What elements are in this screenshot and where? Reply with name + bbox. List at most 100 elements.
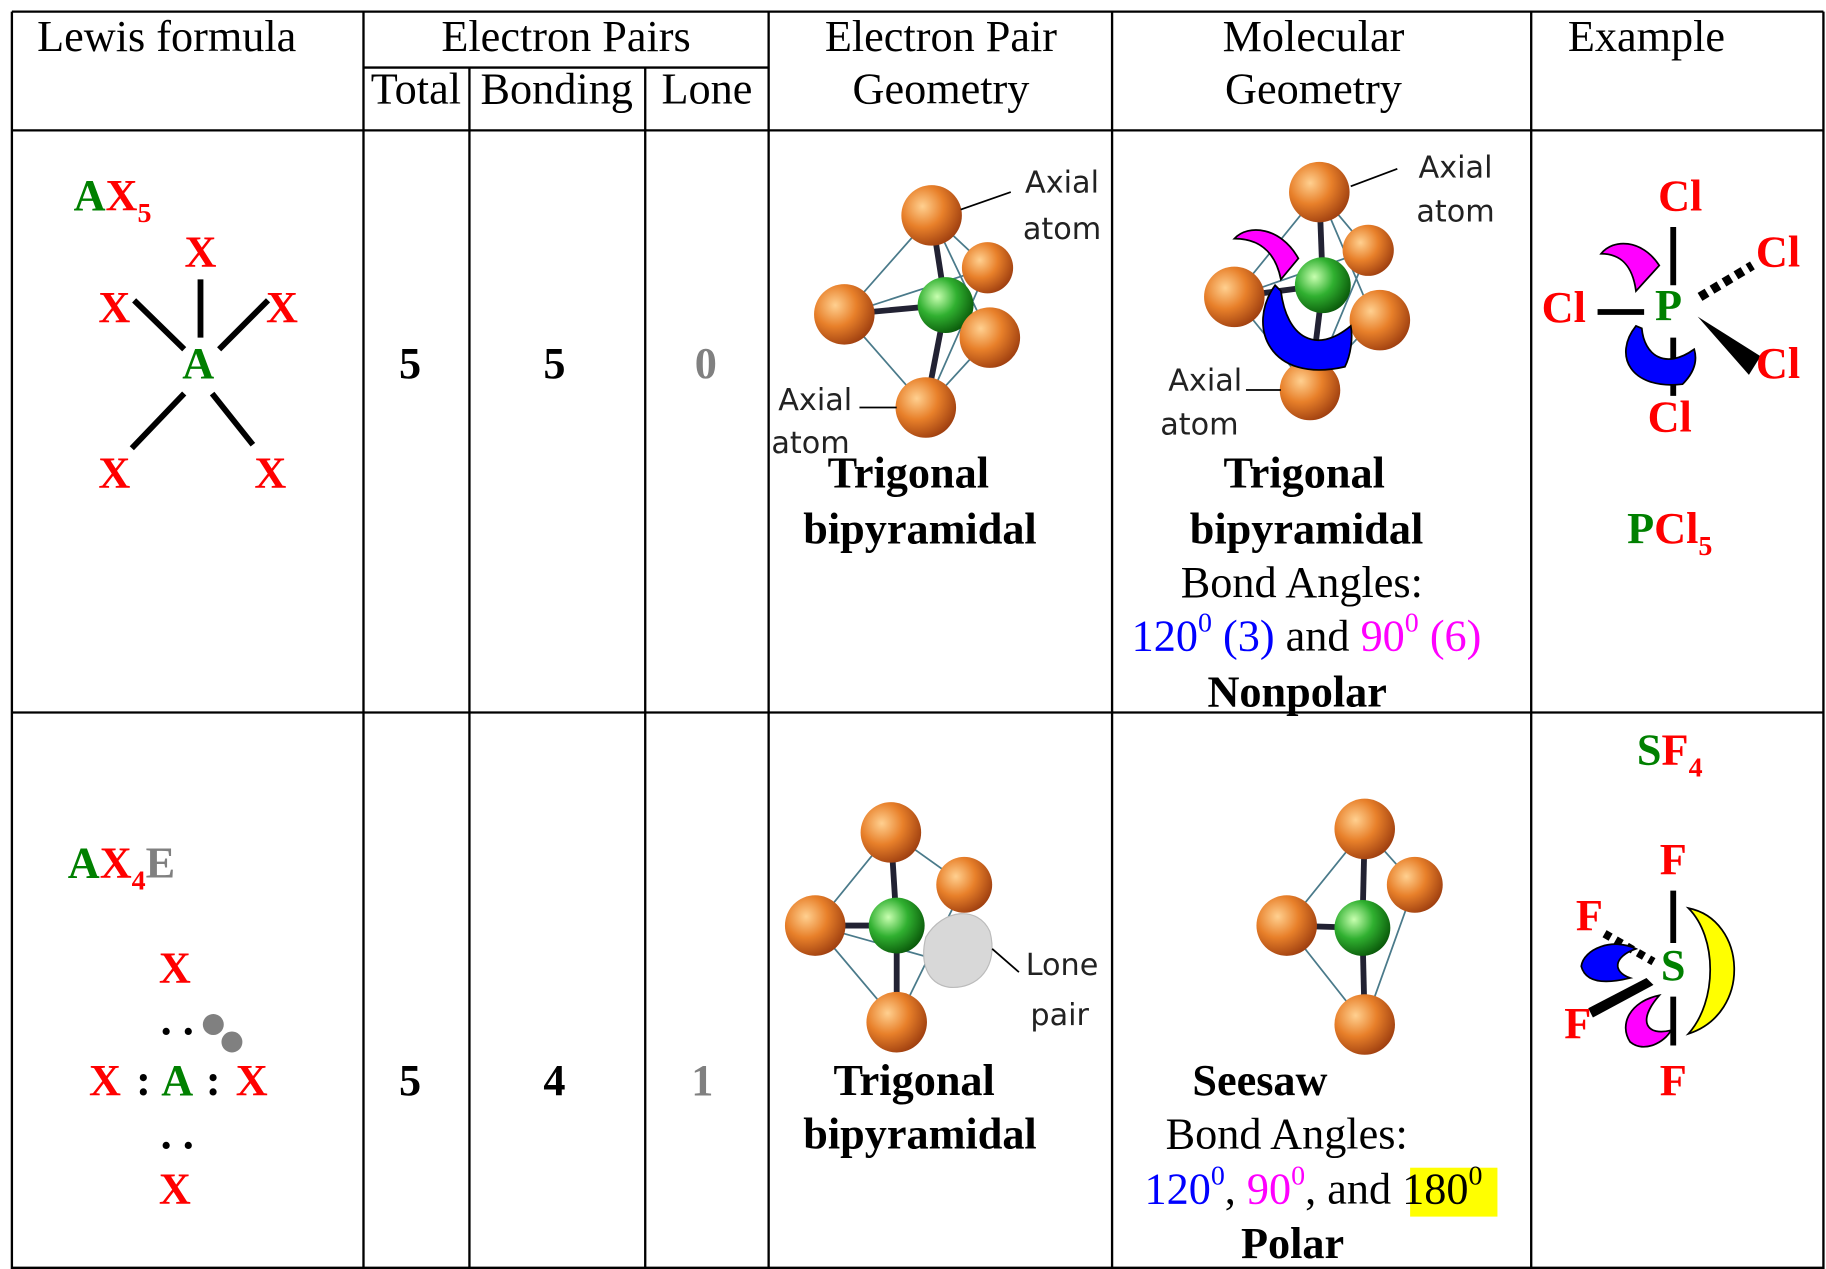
lewis-atom: X [98,283,130,332]
bond-angles-tspan: (6) [1419,611,1482,660]
bond-angles: 1200 (3) and 900 (6) [1132,607,1482,660]
geometry-name: bipyramidal [803,1110,1037,1159]
bond-angles-tspan: 0 [1291,1160,1305,1191]
molecule-model-circle [1334,799,1395,860]
molecule-model-circle [814,284,875,345]
molecule-model-circle [1204,267,1265,328]
lewis-atom: X [266,283,298,332]
notation: AX4E [68,839,175,897]
row-ax4e: AX4E X . . X : A : X . . X 5 4 1 Lone pa… [68,726,1734,1269]
bonding-pairs: 5 [543,339,565,388]
angles-title: Bond Angles: [1166,1110,1408,1159]
example-formula: PCl5 [1627,504,1712,562]
example-formula: SF4 [1637,726,1703,784]
molecule-model-circle [861,802,922,863]
geometry-name: bipyramidal [803,504,1037,553]
lewis-atom: X [159,943,191,992]
header: Lewis formula Electron Pairs Total Bondi… [37,12,1725,113]
header-cell: Molecular [1223,12,1405,61]
lewis-bonds-line [212,394,253,445]
header-cell: Lewis formula [37,12,297,61]
example-formula-tspan: 5 [1698,531,1712,562]
example-atom: P [1655,281,1682,330]
lewis-atom: X [89,1056,121,1105]
bond-angles-tspan: 120 [1144,1164,1210,1213]
example-bonds [1581,891,1734,1047]
model-label: Lone [1026,948,1099,983]
example-formula-tspan: 4 [1689,752,1703,783]
lone-pairs: 1 [691,1056,713,1105]
molecule-model-circle [866,992,927,1053]
bond-angles-tspan: 0 [1405,607,1419,638]
header-cell: Total [371,64,461,113]
example-bonds-line [1700,265,1752,296]
lewis-electrons: : [136,1056,151,1105]
molecule-model-circle [1295,257,1351,313]
lewis-atom: A [161,1056,193,1105]
lewis-atom: X [254,448,286,497]
example-atom: F [1660,835,1687,884]
header-cell: Electron Pairs [441,12,690,61]
example-bonds-path [1626,326,1696,385]
model-label: atom [1416,195,1494,230]
molecule-model-circle [785,895,846,956]
molecule-model-circle [1350,290,1411,351]
bond-angles-tspan: 120 [1132,611,1198,660]
notation-tspan: E [146,839,176,888]
header-cell: Geometry [1225,64,1402,113]
molecule-model-circle [1334,900,1390,956]
example-atom: F [1564,999,1591,1048]
bond-angles-tspan: (3) [1212,611,1275,660]
example-atom: Cl [1756,339,1800,388]
notation-tspan: X [106,171,138,220]
bond-angles-tspan: 0 [1198,607,1212,638]
notation-tspan: 4 [132,865,146,896]
model-label: Axial [1168,363,1242,398]
lewis-electrons: . . [161,996,194,1045]
molecule-model-circle [1387,857,1443,913]
model-label: atom [1160,408,1238,443]
example-atom: Cl [1542,283,1586,332]
molecule-model-circle [869,898,925,954]
notation: AX5 [74,171,152,229]
model-label: pair [1030,998,1089,1033]
example-atom: Cl [1756,227,1800,276]
bond-angles: 1200, 900, and 1800 [1144,1160,1482,1213]
lewis-bonds-line [219,300,268,349]
lone-pair-dot [203,1014,224,1035]
lewis-atom: X [185,227,217,276]
header-cell: Geometry [853,64,1030,113]
bond-angles-tspan: , and [1305,1164,1402,1213]
lewis-atom: X [236,1056,268,1105]
lone-pairs: 0 [695,339,717,388]
geometry-name: Trigonal [828,448,989,497]
geometry-name: Seesaw [1192,1056,1327,1105]
molecule-model-circle [1289,162,1350,223]
header-cell: Bonding [481,64,633,113]
geometry-name: bipyramidal [1190,504,1424,553]
lewis-electrons: . . [161,1110,194,1159]
notation-tspan: A [74,171,106,220]
molecule-model-line [1351,169,1398,186]
molecule-model-line [961,192,1011,209]
notation-tspan: X [100,839,132,888]
molecule-model-circle [1343,225,1394,276]
molecule-model-path [924,914,992,988]
row-ax5: AX5 X X X A X X 5 5 0 Axial atom Axial a… [74,150,1801,716]
header-cell: Electron Pair [825,12,1057,61]
bond-angles-tspan: and [1275,611,1361,660]
polarity: Nonpolar [1207,667,1386,716]
example-atom: F [1660,1056,1687,1105]
header-cell: Lone [661,64,752,113]
bond-angles-tspan: , [1225,1164,1247,1213]
example-atom: S [1661,941,1686,990]
polarity: Polar [1241,1219,1344,1268]
lewis-bonds-line [134,300,184,349]
lewis-atom: A [182,339,214,388]
lewis-electrons: : [206,1056,221,1105]
notation-tspan: A [68,839,100,888]
header-cell: Example [1568,12,1725,61]
molecule-model-circle [1256,895,1317,956]
molecule-model-circle [962,242,1013,293]
molecule-model-circle [896,377,957,438]
